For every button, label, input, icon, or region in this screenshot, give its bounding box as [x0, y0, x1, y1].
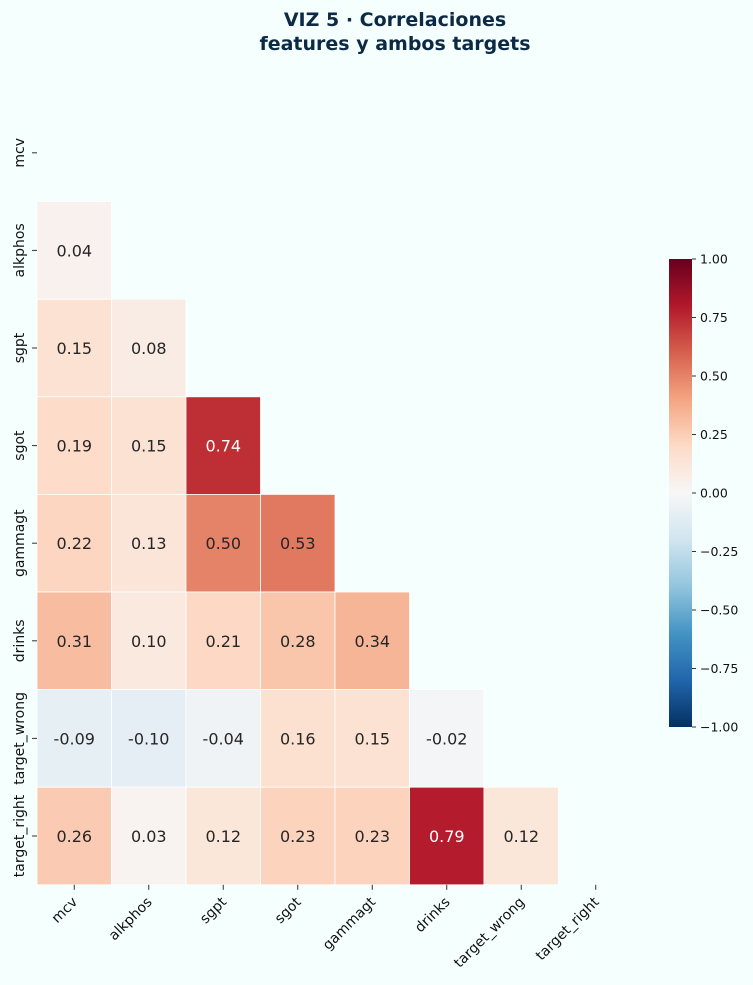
- cell-value-label: 0.22: [56, 534, 92, 553]
- y-tick-label: sgot: [12, 430, 28, 461]
- heatmap-cell: [185, 396, 261, 495]
- x-tick-label: sgpt: [197, 894, 230, 927]
- heatmap-cells: 0.04 0.15 0.08 0.19 0.15 0.74 0.22 0.13 0.50 0.53…: [36, 201, 559, 886]
- cell-value-label: 0.08: [131, 339, 167, 358]
- cell-value-label: 0.21: [205, 632, 241, 651]
- heatmap-cell: [111, 591, 187, 690]
- y-tick-label: mcv: [12, 138, 28, 168]
- x-tick-label: drinks: [412, 894, 454, 936]
- cell-value-label: 0.34: [354, 632, 390, 651]
- cell-value-label: 0.15: [354, 729, 390, 748]
- x-tick-label: target_wrong: [451, 894, 528, 971]
- colorbar: 1.00 0.75 0.50 0.25 0.00 −0.25 −0.50 −0.75 −1.00: [669, 252, 738, 735]
- y-tick-label: target_right: [12, 794, 28, 877]
- y-tick-label: drinks: [12, 619, 28, 662]
- cell-value-label: 0.15: [56, 339, 92, 358]
- x-tick-label: gammagt: [320, 894, 380, 954]
- cell-value-label: 0.12: [503, 827, 539, 846]
- colorbar-tick-label: 0.50: [700, 369, 728, 384]
- cell-value-label: 0.50: [205, 534, 241, 553]
- cell-value-label: 0.28: [280, 632, 316, 651]
- cell-value-label: -0.02: [426, 729, 467, 748]
- colorbar-tick-label: −1.00: [700, 720, 738, 735]
- heatmap-cell: [334, 591, 410, 690]
- heatmap-cell: [260, 786, 336, 886]
- heatmap-cell: [111, 493, 187, 593]
- cell-value-label: 0.19: [56, 437, 92, 456]
- y-tick-label: target_wrong: [12, 692, 28, 785]
- cell-value-label: 0.13: [131, 534, 167, 553]
- y-tick-label: gammagt: [12, 509, 28, 577]
- heatmap-cell: [260, 591, 336, 690]
- heatmap-cell: [36, 786, 112, 886]
- heatmap-cell: [111, 689, 187, 788]
- heatmap-cell: [111, 396, 187, 495]
- cell-value-label: 0.12: [205, 827, 241, 846]
- colorbar-tick-label: 0.00: [700, 486, 728, 501]
- cell-value-label: 0.53: [280, 534, 316, 553]
- heatmap-cell: [409, 786, 485, 886]
- colorbar-tick-label: −0.50: [700, 603, 738, 618]
- cell-value-label: 0.15: [131, 437, 167, 456]
- cell-value-label: 0.10: [131, 632, 167, 651]
- colorbar-tick-label: 1.00: [700, 252, 728, 267]
- chart-title-line-1: VIZ 5 · Correlaciones: [284, 9, 506, 31]
- cell-value-label: 0.23: [354, 827, 390, 846]
- x-axis-labels: mcv alkphos sgpt sgot gammagt drinkstarget_wr…: [49, 884, 603, 971]
- cell-value-label: 0.74: [205, 437, 241, 456]
- cell-value-label: 0.23: [280, 827, 316, 846]
- heatmap-cell: [36, 396, 112, 495]
- heatmap-cell: [111, 298, 187, 398]
- cell-value-label: 0.79: [429, 827, 465, 846]
- heatmap-cell: [185, 591, 261, 690]
- colorbar-gradient: [669, 259, 692, 727]
- x-tick-label: mcv: [49, 894, 81, 926]
- colorbar-tick-label: −0.25: [700, 544, 738, 559]
- cell-value-label: 0.04: [56, 241, 92, 260]
- cell-value-label: -0.04: [203, 729, 244, 748]
- heatmap-cell: [334, 689, 410, 788]
- x-tick-label: sgot: [272, 894, 305, 927]
- heatmap-cell: [36, 201, 112, 300]
- heatmap-cell: [36, 298, 112, 398]
- x-tick-label: alkphos: [106, 894, 156, 944]
- heatmap-cell: [260, 689, 336, 788]
- y-tick-label: alkphos: [12, 223, 28, 277]
- y-tick-label: sgpt: [12, 332, 28, 363]
- cell-value-label: 0.31: [56, 632, 92, 651]
- cell-value-label: 0.16: [280, 729, 316, 748]
- cell-value-label: 0.26: [56, 827, 92, 846]
- heatmap-cell: [483, 786, 559, 886]
- colorbar-tick-label: 0.25: [700, 427, 728, 442]
- x-tick-label: target_right: [533, 894, 603, 964]
- chart-title-line-2: features y ambos targets: [259, 33, 530, 55]
- heatmap-cell: [111, 786, 187, 886]
- colorbar-tick-label: −0.75: [700, 661, 738, 676]
- colorbar-tick-label: 0.75: [700, 310, 728, 325]
- y-axis-labels: mcv alkphos sgpt sgot gammagt drinks target_wr…: [12, 138, 37, 877]
- heatmap-cell: [185, 689, 261, 788]
- cell-value-label: 0.03: [131, 827, 167, 846]
- cell-value-label: -0.09: [54, 729, 95, 748]
- heatmap-cell: [409, 689, 485, 788]
- heatmap-cell: [260, 493, 336, 593]
- cell-value-label: -0.10: [128, 729, 169, 748]
